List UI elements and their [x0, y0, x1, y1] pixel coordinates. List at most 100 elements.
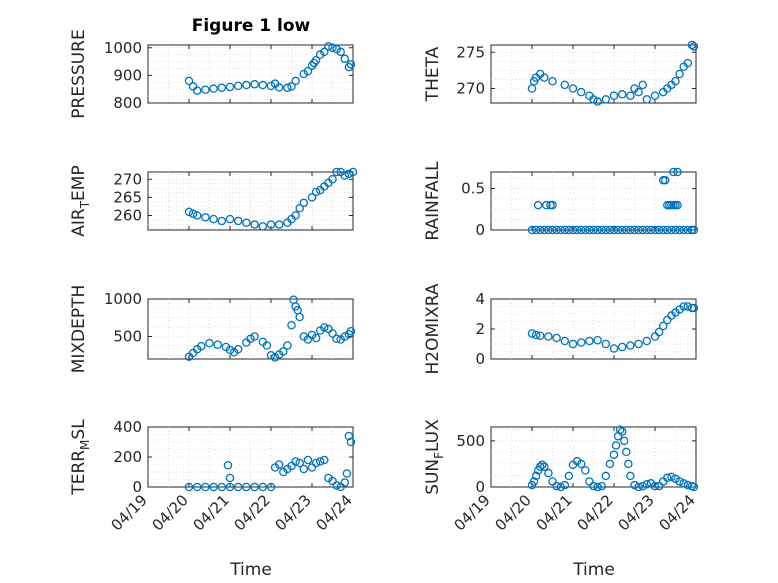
data-point	[320, 47, 329, 57]
data-point	[225, 345, 235, 355]
data-point	[242, 218, 251, 227]
data-point	[556, 225, 565, 235]
y-tick-label: 800	[113, 94, 142, 112]
data-point	[242, 482, 251, 492]
x-tick-label: 04/23	[615, 491, 658, 534]
data-point	[223, 460, 233, 470]
data-point	[679, 302, 688, 311]
data-point	[291, 76, 300, 86]
data-point	[658, 321, 668, 331]
data-point	[283, 341, 292, 350]
data-point	[184, 482, 194, 492]
data-point	[620, 436, 629, 446]
data-point	[295, 458, 304, 468]
data-point	[342, 469, 352, 478]
data-point	[589, 95, 598, 104]
y-tick-label: 400	[113, 418, 142, 436]
data-point	[624, 459, 633, 469]
data-point	[650, 481, 660, 491]
data-point	[348, 167, 358, 177]
data-point	[617, 342, 627, 352]
data-point	[324, 42, 333, 51]
data-point	[533, 200, 543, 210]
data-point	[609, 91, 619, 101]
data-point	[626, 91, 635, 101]
data-point	[225, 482, 235, 492]
data-point	[556, 482, 565, 492]
data-point	[560, 336, 570, 346]
data-point	[217, 216, 227, 226]
data-point	[346, 60, 356, 69]
data-point	[209, 214, 218, 224]
data-point	[192, 482, 202, 492]
data-point	[527, 225, 537, 235]
data-point	[258, 482, 268, 492]
data-point	[311, 458, 321, 468]
data-point	[213, 340, 222, 349]
y-tick-label: 265	[113, 188, 142, 206]
panel-1: 800 900 1000 PRESSURE	[69, 29, 356, 119]
data-point	[266, 482, 276, 492]
data-point	[266, 81, 276, 91]
data-point	[654, 327, 664, 337]
data-point	[535, 225, 545, 235]
data-point	[311, 333, 321, 343]
y-axis-label: TERRMSL	[69, 419, 92, 496]
y-tick-label: 270	[456, 80, 485, 98]
data-point	[601, 471, 611, 481]
y-tick-label: 900	[113, 66, 142, 84]
data-point	[332, 481, 341, 490]
data-point	[311, 55, 321, 65]
data-point	[661, 176, 670, 185]
data-point	[564, 471, 574, 481]
data-point	[572, 225, 582, 235]
data-point	[593, 482, 602, 492]
data-point	[683, 302, 693, 311]
data-point	[642, 225, 652, 235]
data-point	[689, 225, 699, 235]
data-point	[646, 225, 656, 235]
y-axis-label: SUNFLUX	[423, 419, 446, 495]
data-point	[258, 222, 268, 231]
data-point	[531, 330, 541, 340]
data-point	[184, 207, 194, 217]
y-tick-label: 275	[456, 43, 485, 61]
y-axis-label: MIXDEPTH	[69, 285, 89, 374]
data-point	[535, 462, 545, 471]
data-point	[576, 87, 586, 97]
y-axis-label: RAINFALL	[423, 161, 443, 241]
y-tick-label: 500	[456, 432, 485, 450]
data-point	[201, 482, 210, 492]
data-point	[615, 425, 625, 435]
data-point	[673, 167, 682, 177]
figure-title: Figure 1 low	[192, 16, 311, 36]
data-point	[585, 225, 594, 235]
y-axis-label: THETA	[423, 46, 443, 102]
data-point	[201, 213, 210, 222]
data-point	[689, 482, 699, 492]
data-point	[209, 482, 218, 492]
data-point	[548, 225, 557, 235]
data-point	[634, 339, 643, 349]
data-point	[544, 332, 553, 341]
data-point	[336, 47, 345, 57]
x-tick-label: 04/23	[272, 491, 315, 534]
data-point	[340, 332, 350, 341]
y-tick-label: 260	[113, 207, 142, 225]
y-axis-label: PRESSURE	[69, 29, 89, 118]
data-point	[622, 225, 631, 235]
data-point	[274, 460, 284, 469]
data-point	[346, 437, 356, 447]
data-point	[246, 334, 255, 343]
data-point	[233, 216, 243, 226]
data-point	[679, 479, 688, 488]
data-point	[552, 333, 561, 343]
data-point	[683, 225, 693, 235]
data-point	[192, 86, 202, 95]
data-point	[266, 220, 276, 229]
data-point	[531, 471, 541, 481]
data-point	[340, 478, 350, 487]
data-point	[589, 225, 598, 235]
data-point	[225, 82, 235, 92]
